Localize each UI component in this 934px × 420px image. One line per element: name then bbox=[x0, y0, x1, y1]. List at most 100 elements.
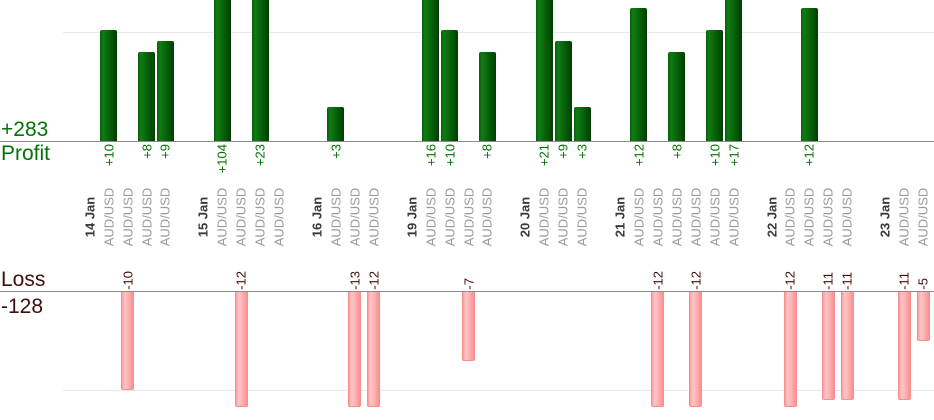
symbol-label: AUD/USD bbox=[461, 187, 476, 247]
profit-bar bbox=[213, 0, 231, 141]
symbol-label: AUD/USD bbox=[536, 187, 552, 247]
profit-bar bbox=[138, 52, 156, 141]
symbol-label: AUD/USD bbox=[157, 187, 173, 247]
loss-bar bbox=[348, 292, 362, 407]
profit-bar bbox=[327, 107, 345, 141]
profit-value-label: +9 bbox=[157, 143, 173, 159]
profit-bar bbox=[535, 0, 553, 141]
loss-value-label: -10 bbox=[120, 270, 136, 290]
symbol-label: AUD/USD bbox=[139, 187, 155, 247]
profit-bar bbox=[706, 30, 724, 141]
loss-value-label: -11 bbox=[896, 271, 912, 290]
profit-bar bbox=[725, 0, 743, 141]
loss-axis-label: Loss bbox=[1, 268, 46, 292]
profit-value-label: +3 bbox=[574, 143, 590, 159]
symbol-label: AUD/USD bbox=[801, 187, 817, 247]
profit-bar bbox=[630, 8, 648, 141]
symbol-label: AUD/USD bbox=[782, 187, 798, 247]
loss-bar bbox=[840, 292, 854, 400]
profit-value-label: +8 bbox=[139, 143, 155, 159]
loss-value-label: -13 bbox=[347, 270, 363, 290]
symbol-label: AUD/USD bbox=[120, 187, 136, 247]
symbol-label: AUD/USD bbox=[233, 187, 249, 247]
date-label: 20 Jan bbox=[517, 196, 533, 238]
symbol-label: AUD/USD bbox=[101, 187, 117, 247]
loss-bar bbox=[916, 292, 930, 341]
profit-bar bbox=[422, 0, 440, 141]
profit-bar bbox=[100, 30, 118, 141]
loss-value-label: -11 bbox=[839, 271, 855, 290]
profit-value-label: +104 bbox=[214, 143, 230, 173]
profit-value-label: +12 bbox=[801, 143, 817, 166]
profit-bar bbox=[668, 52, 686, 141]
profit-gridline bbox=[63, 31, 934, 33]
profit-value-label: +16 bbox=[423, 143, 439, 166]
symbol-label: AUD/USD bbox=[555, 187, 571, 247]
profit-bar bbox=[251, 0, 269, 141]
loss-value-label: -12 bbox=[650, 270, 666, 290]
date-label: 19 Jan bbox=[404, 196, 420, 238]
date-label: 21 Jan bbox=[612, 196, 628, 238]
profit-bar bbox=[573, 107, 591, 141]
profit-bar bbox=[156, 41, 174, 141]
loss-value-label: -12 bbox=[233, 270, 249, 290]
profit-value-label: +10 bbox=[707, 143, 723, 166]
profit-value-label: +9 bbox=[555, 143, 571, 159]
profit-axis-label: Profit bbox=[1, 142, 51, 166]
loss-value-label: -12 bbox=[366, 270, 382, 290]
date-label: 22 Jan bbox=[764, 196, 780, 238]
profit-value-label: +10 bbox=[101, 143, 117, 166]
profit-value-label: +23 bbox=[252, 143, 268, 166]
symbol-label: AUD/USD bbox=[915, 187, 931, 247]
loss-bar bbox=[689, 292, 703, 407]
symbol-label: AUD/USD bbox=[669, 187, 685, 247]
profit-value-label: +3 bbox=[328, 143, 344, 159]
date-label: 14 Jan bbox=[82, 196, 98, 238]
loss-total-label: -128 bbox=[1, 294, 44, 318]
symbol-label: AUD/USD bbox=[271, 187, 287, 247]
profit-bar bbox=[441, 30, 459, 141]
symbol-label: AUD/USD bbox=[839, 187, 855, 247]
symbol-label: AUD/USD bbox=[214, 187, 230, 247]
symbol-label: AUD/USD bbox=[442, 187, 458, 247]
symbol-label: AUD/USD bbox=[252, 187, 268, 247]
profit-value-label: +21 bbox=[536, 143, 552, 166]
profit-bar bbox=[554, 41, 572, 141]
profit-value-label: +12 bbox=[631, 143, 647, 166]
loss-value-label: -5 bbox=[915, 277, 931, 290]
profit-value-label: +10 bbox=[442, 143, 458, 166]
loss-value-label: -11 bbox=[820, 271, 836, 290]
loss-bar bbox=[783, 292, 797, 407]
loss-baseline bbox=[0, 290, 934, 292]
profit-value-label: +8 bbox=[669, 143, 685, 159]
loss-bar bbox=[897, 292, 911, 400]
loss-bar bbox=[821, 292, 835, 400]
loss-value-label: -12 bbox=[688, 270, 704, 290]
date-label: 16 Jan bbox=[309, 196, 325, 238]
loss-bar bbox=[462, 292, 475, 361]
profit-bar bbox=[478, 52, 496, 141]
symbol-label: AUD/USD bbox=[423, 187, 439, 247]
symbol-label: AUD/USD bbox=[726, 187, 742, 247]
profit-bar bbox=[800, 8, 818, 141]
loss-bar bbox=[651, 292, 665, 407]
symbol-label: AUD/USD bbox=[347, 187, 363, 247]
symbol-label: AUD/USD bbox=[366, 187, 382, 247]
symbol-label: AUD/USD bbox=[574, 187, 590, 247]
profit-value-label: +17 bbox=[726, 143, 742, 166]
symbol-label: AUD/USD bbox=[650, 187, 666, 247]
symbol-label: AUD/USD bbox=[707, 187, 723, 247]
symbol-label: AUD/USD bbox=[896, 187, 912, 247]
symbol-label: AUD/USD bbox=[631, 187, 647, 247]
date-label: 23 Jan bbox=[877, 196, 893, 238]
loss-bar bbox=[234, 292, 248, 407]
symbol-label: AUD/USD bbox=[688, 187, 704, 247]
loss-bar bbox=[121, 292, 135, 390]
profit-value-label: +8 bbox=[479, 143, 495, 159]
loss-value-label: -12 bbox=[782, 270, 798, 290]
symbol-label: AUD/USD bbox=[820, 187, 836, 247]
date-label: 15 Jan bbox=[195, 196, 211, 238]
loss-value-label: -7 bbox=[461, 277, 476, 290]
profit-baseline bbox=[0, 140, 934, 142]
